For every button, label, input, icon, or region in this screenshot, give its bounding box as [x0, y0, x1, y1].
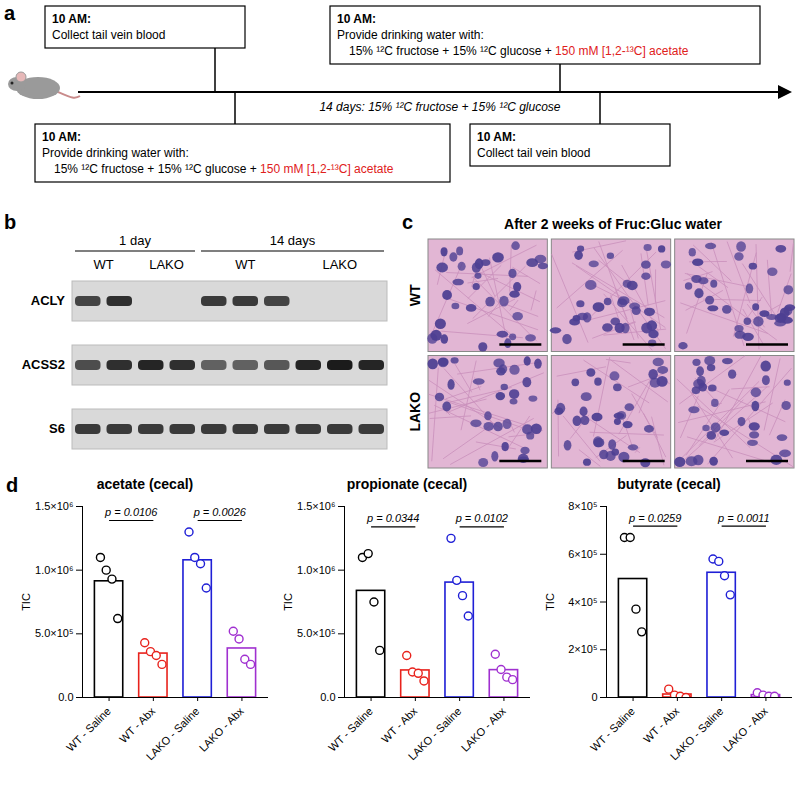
svg-text:TIC: TIC [20, 593, 32, 611]
svg-text:10 AM:: 10 AM: [477, 130, 516, 144]
svg-text:WT: WT [407, 284, 423, 306]
svg-text:Collect tail vein blood: Collect tail vein blood [477, 146, 590, 160]
svg-text:WT - Saline: WT - Saline [588, 705, 637, 754]
svg-text:1 day: 1 day [119, 233, 151, 248]
html-text:acetate (cecal): acetate (cecal) [96, 476, 194, 492]
svg-text:TIC: TIC [544, 593, 556, 611]
svg-text:WT - Abx: WT - Abx [117, 704, 158, 745]
svg-text:1.0×10⁶: 1.0×10⁶ [297, 564, 335, 576]
svg-text:10 AM:: 10 AM: [52, 12, 91, 26]
svg-text:WT - Abx: WT - Abx [379, 704, 420, 745]
svg-text:p = 0.0259: p = 0.0259 [628, 512, 681, 524]
svg-text:p = 0.0026: p = 0.0026 [193, 506, 247, 518]
svg-text:p = 0.0011: p = 0.0011 [717, 512, 769, 524]
svg-text:LAKO: LAKO [407, 392, 423, 432]
svg-text:LAKO - Abx: LAKO - Abx [459, 704, 508, 753]
svg-text:2×10⁵: 2×10⁵ [568, 643, 597, 655]
svg-text:14 days: 15% ¹²C fructose + 15: 14 days: 15% ¹²C fructose + 15% ¹²C gluc… [319, 100, 560, 114]
svg-text:p = 0.0344: p = 0.0344 [366, 512, 419, 524]
svg-text:After 2 weeks of Fruc:Gluc wat: After 2 weeks of Fruc:Gluc water [504, 216, 722, 232]
svg-text:ACSS2: ACSS2 [22, 357, 65, 372]
svg-text:15% ¹²C fructose + 15% ¹²C glu: 15% ¹²C fructose + 15% ¹²C glucose + 150… [54, 162, 394, 176]
svg-text:5.0×10⁵: 5.0×10⁵ [35, 627, 74, 639]
svg-text:10 AM:: 10 AM: [337, 12, 376, 26]
svg-text:4×10⁵: 4×10⁵ [568, 596, 597, 608]
html-text:d: d [6, 474, 19, 496]
svg-text:b: b [4, 211, 16, 233]
svg-text:WT - Saline: WT - Saline [64, 705, 113, 754]
svg-text:ACLY: ACLY [31, 293, 66, 308]
svg-text:Provide drinking water with:: Provide drinking water with: [337, 28, 484, 42]
svg-text:Collect tail vein blood: Collect tail vein blood [52, 28, 165, 42]
svg-text:TIC: TIC [282, 593, 294, 611]
svg-text:WT - Saline: WT - Saline [326, 705, 375, 754]
svg-text:LAKO: LAKO [322, 257, 357, 272]
svg-text:LAKO - Abx: LAKO - Abx [197, 704, 246, 753]
svg-text:LAKO - Saline: LAKO - Saline [144, 705, 202, 763]
svg-text:p = 0.0106: p = 0.0106 [104, 506, 158, 518]
svg-text:p = 0.0102: p = 0.0102 [455, 512, 508, 524]
svg-text:0: 0 [591, 691, 597, 703]
svg-text:0.0: 0.0 [320, 691, 335, 703]
svg-text:1.5×10⁶: 1.5×10⁶ [35, 500, 73, 512]
svg-text:1.5×10⁶: 1.5×10⁶ [297, 500, 335, 512]
svg-text:1.0×10⁶: 1.0×10⁶ [35, 564, 73, 576]
svg-text:LAKO - Saline: LAKO - Saline [668, 705, 726, 763]
svg-text:S6: S6 [49, 421, 65, 436]
svg-text:0.0: 0.0 [58, 691, 73, 703]
svg-text:Provide drinking water with:: Provide drinking water with: [42, 146, 189, 160]
html-text:propionate (cecal): propionate (cecal) [346, 476, 468, 492]
svg-text:8×10⁵: 8×10⁵ [568, 500, 597, 512]
svg-text:14 days: 14 days [270, 233, 316, 248]
svg-text:6×10⁵: 6×10⁵ [568, 548, 597, 560]
html-text:butyrate (cecal): butyrate (cecal) [617, 476, 721, 492]
svg-text:WT: WT [93, 257, 113, 272]
svg-text:c: c [402, 211, 413, 233]
svg-text:10 AM:: 10 AM: [42, 130, 81, 144]
svg-text:WT: WT [235, 257, 255, 272]
svg-text:WT - Abx: WT - Abx [641, 704, 682, 745]
svg-text:5.0×10⁵: 5.0×10⁵ [297, 627, 336, 639]
svg-text:LAKO - Saline: LAKO - Saline [406, 705, 464, 763]
svg-text:a: a [4, 2, 16, 24]
svg-text:LAKO: LAKO [149, 257, 184, 272]
svg-text:15% ¹²C fructose + 15% ¹²C glu: 15% ¹²C fructose + 15% ¹²C glucose + 150… [349, 44, 689, 58]
svg-text:LAKO - Abx: LAKO - Abx [721, 704, 770, 753]
